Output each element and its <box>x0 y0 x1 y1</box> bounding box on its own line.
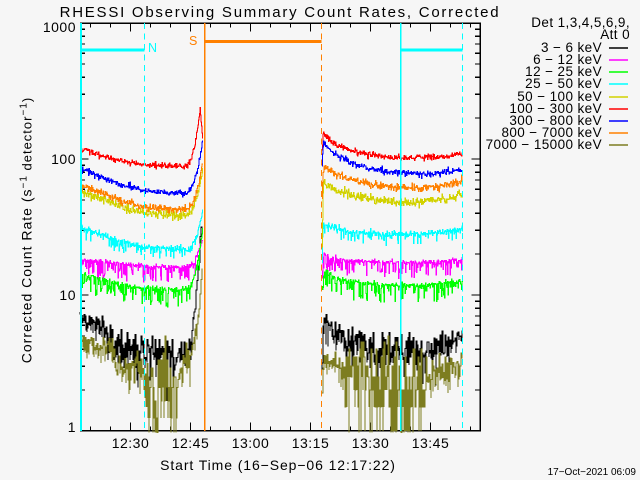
svg-text:Start Time (16−Sep−06 12:17:22: Start Time (16−Sep−06 12:17:22) <box>160 457 396 473</box>
svg-text:13:15: 13:15 <box>292 435 330 451</box>
svg-text:Corrected Count Rate (s−1 dete: Corrected Count Rate (s−1 detector−1) <box>19 97 35 363</box>
svg-text:25 − 50 keV: 25 − 50 keV <box>525 76 602 91</box>
svg-text:12:30: 12:30 <box>112 435 150 451</box>
svg-text:13:30: 13:30 <box>352 435 390 451</box>
svg-text:12 − 25 keV: 12 − 25 keV <box>525 64 602 79</box>
svg-text:13:45: 13:45 <box>412 435 450 451</box>
svg-text:10: 10 <box>59 287 76 303</box>
svg-text:100 − 300 keV: 100 − 300 keV <box>509 101 602 116</box>
svg-text:7000 − 15000 keV: 7000 − 15000 keV <box>486 137 602 152</box>
svg-text:1: 1 <box>68 419 76 435</box>
svg-text:S: S <box>189 34 197 48</box>
svg-text:13:00: 13:00 <box>232 435 270 451</box>
svg-text:Att 0: Att 0 <box>600 27 630 42</box>
svg-text:N: N <box>148 41 157 55</box>
svg-text:1000: 1000 <box>43 19 76 35</box>
svg-text:3 − 6 keV: 3 − 6 keV <box>541 40 602 55</box>
svg-text:17−Oct−2021 06:09: 17−Oct−2021 06:09 <box>548 467 637 478</box>
svg-text:6 − 12 keV: 6 − 12 keV <box>533 52 602 67</box>
svg-text:300 − 800 keV: 300 − 800 keV <box>509 113 602 128</box>
svg-text:12:45: 12:45 <box>172 435 210 451</box>
svg-text:RHESSI Observing Summary Count: RHESSI Observing Summary Count Rates, Co… <box>60 4 501 21</box>
svg-text:Det 1,3,4,5,6,9,: Det 1,3,4,5,6,9, <box>531 15 630 30</box>
svg-text:800 − 7000 keV: 800 − 7000 keV <box>501 125 602 140</box>
svg-text:50 − 100 keV: 50 − 100 keV <box>517 89 602 104</box>
svg-text:100: 100 <box>51 151 76 167</box>
